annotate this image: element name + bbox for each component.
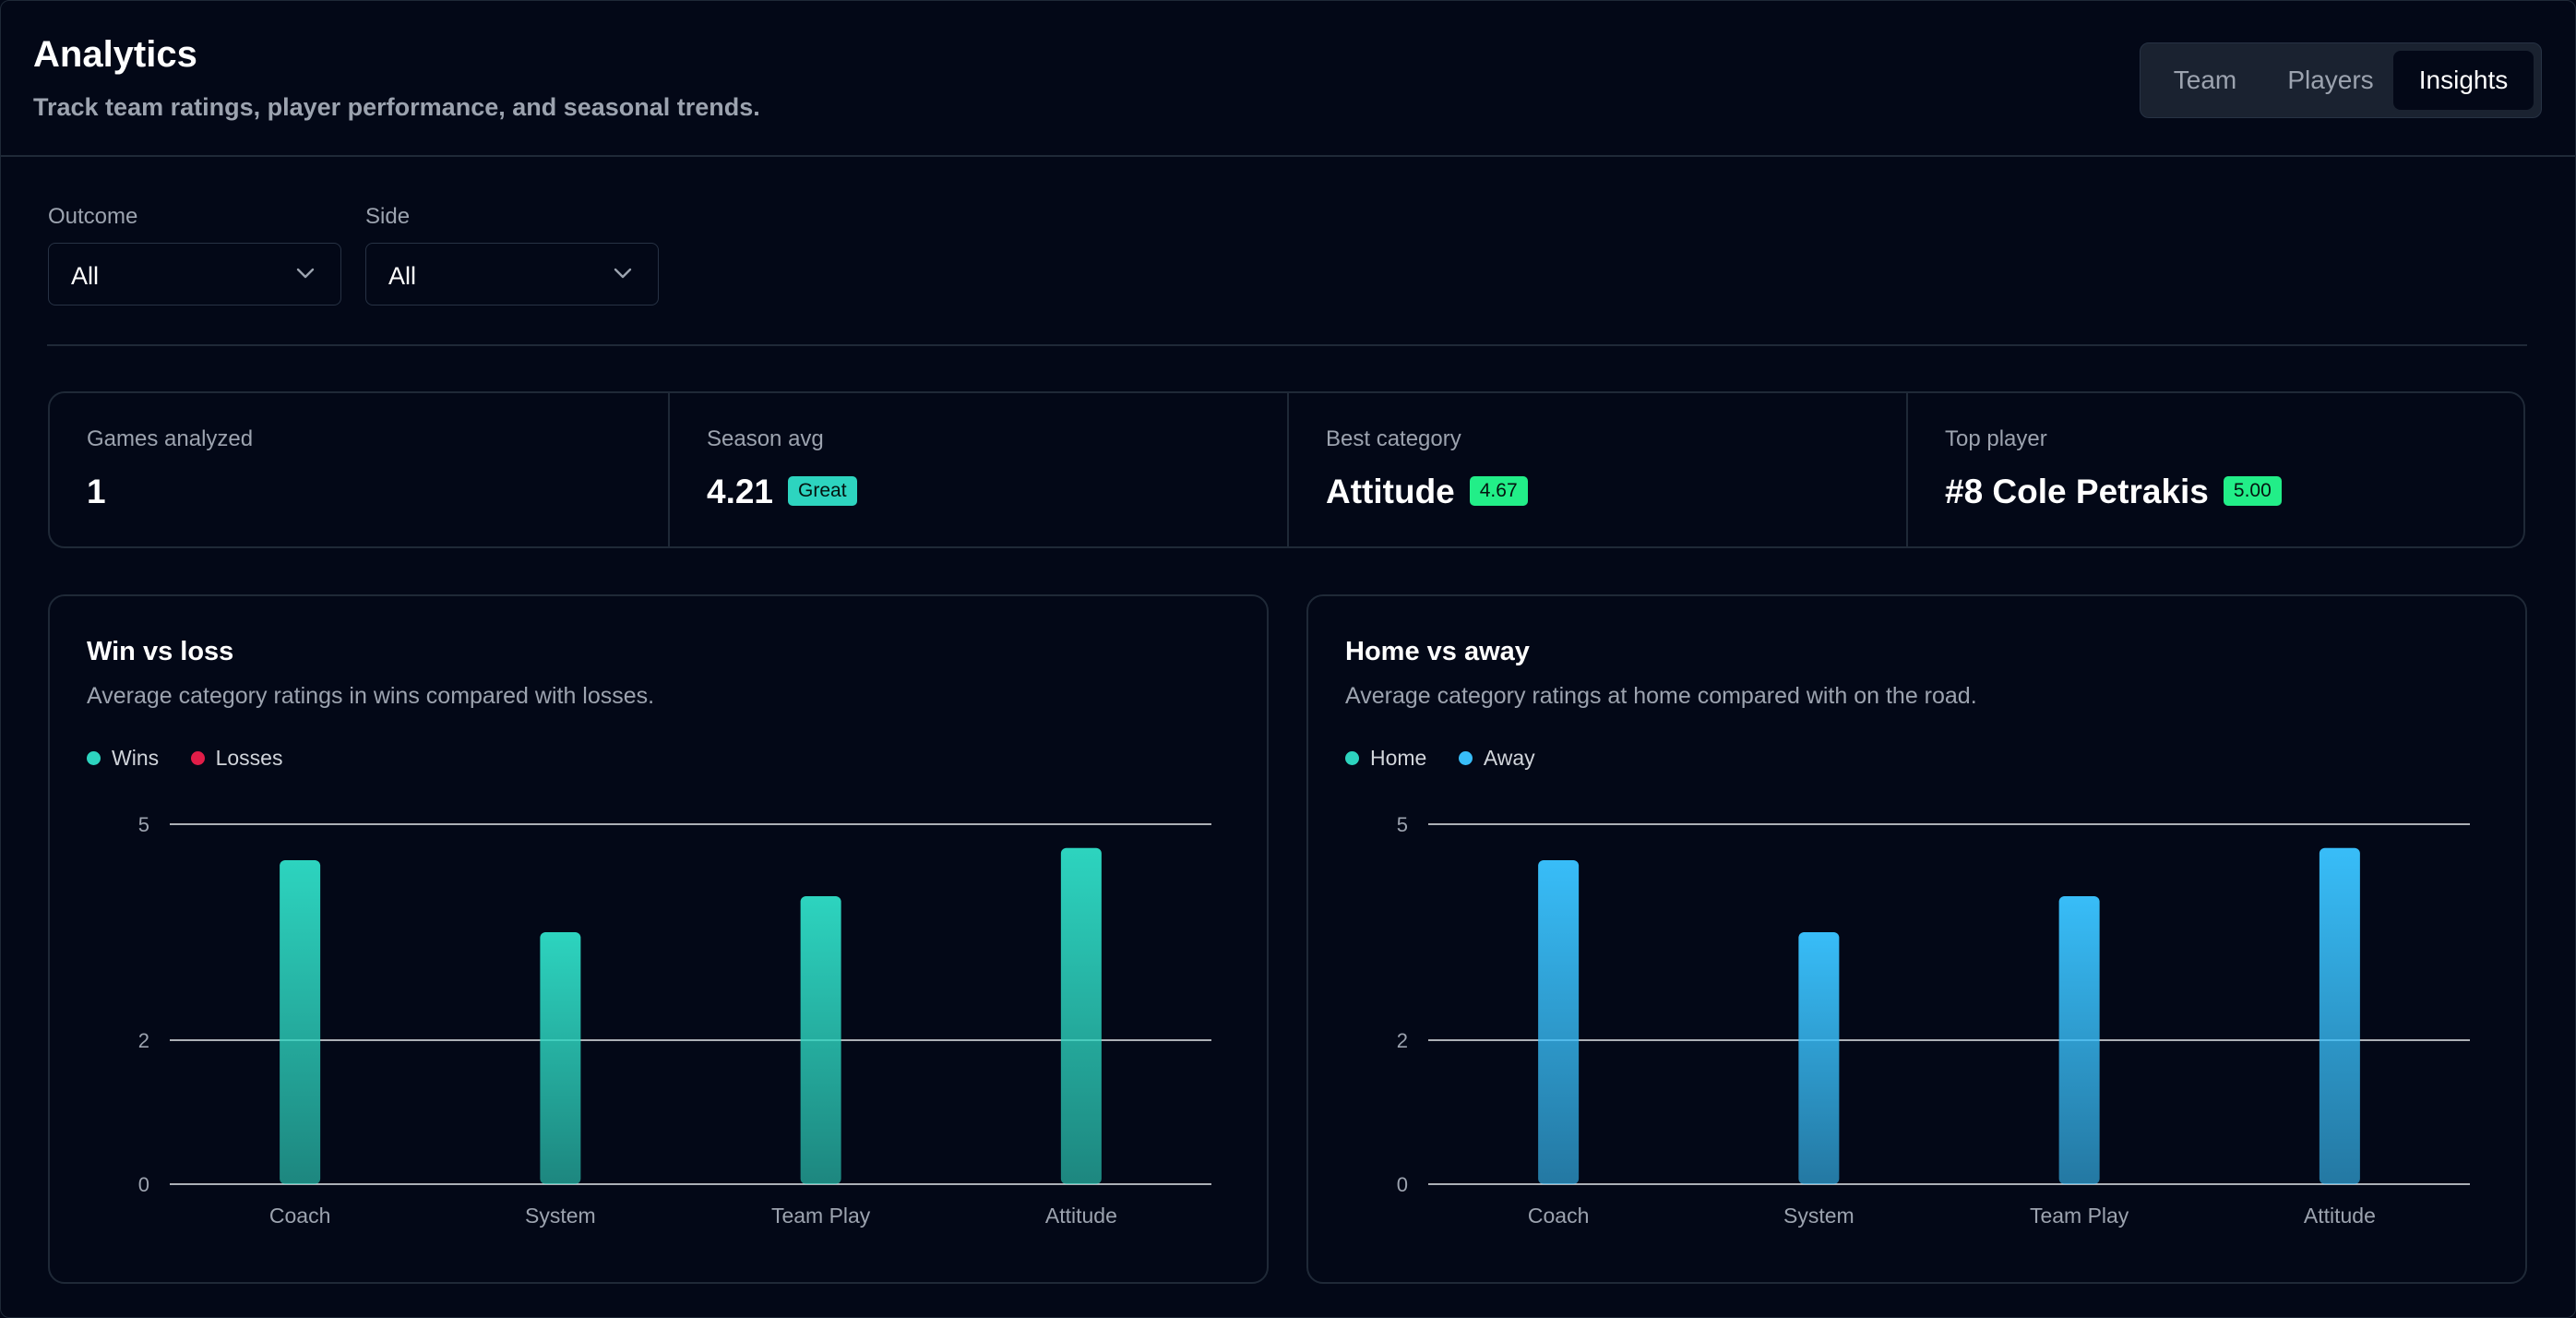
x-tick-label: Coach (269, 1204, 330, 1228)
outcome-filter-label: Outcome (48, 204, 138, 229)
legend-item-wins[interactable]: Wins (87, 746, 159, 771)
win-vs-loss-card: Win vs loss Average category ratings in … (48, 594, 1269, 1284)
legend-dot (1345, 750, 1359, 765)
legend-label: Away (1483, 746, 1535, 770)
x-tick-label: Coach (1528, 1204, 1589, 1228)
bar-away-team-play[interactable] (2058, 896, 2100, 1184)
x-tick-label: System (1783, 1204, 1854, 1228)
stat-value: 1 (87, 473, 106, 511)
stat-label: Games analyzed (87, 426, 254, 451)
page-subtitle: Track team ratings, player performance, … (33, 93, 760, 121)
stat-value: Attitude 4.67 (1326, 473, 1528, 511)
bar-away-attitude[interactable] (2319, 847, 2360, 1184)
season-avg-value: 4.21 (707, 473, 774, 510)
best-category-value: Attitude (1326, 473, 1455, 510)
side-select-value: All (388, 262, 417, 290)
chevron-down-icon (296, 268, 315, 279)
x-tick-label: Team Play (771, 1204, 871, 1228)
chart-legend: Home Away (1345, 746, 1563, 773)
home-vs-away-chart: 0 2 5 Coach System Team Play Attitude (1397, 813, 2470, 1228)
rating-badge: Great (788, 476, 857, 507)
legend-item-losses[interactable]: Losses (190, 746, 283, 771)
chart-subtitle: Average category ratings in wins compare… (87, 683, 655, 709)
chevron-down-icon (614, 268, 632, 279)
stat-divider (668, 393, 670, 546)
home-vs-away-card: Home vs away Average category ratings at… (1306, 594, 2527, 1284)
chart-title: Win vs loss (87, 637, 234, 666)
bar-away-coach[interactable] (1538, 860, 1580, 1184)
games-analyzed-value: 1 (87, 473, 106, 510)
y-tick-label: 0 (1397, 1173, 1408, 1196)
tab-players[interactable]: Players (2287, 66, 2374, 94)
page-title: Analytics (33, 34, 197, 75)
legend-dot (1458, 750, 1473, 765)
legend-dot (87, 750, 101, 765)
view-tabs: Team Players Insights (2140, 42, 2542, 118)
bar-away-system[interactable] (1798, 932, 1840, 1184)
chart-legend: Wins Losses (87, 746, 310, 773)
legend-item-away[interactable]: Away (1458, 746, 1535, 771)
stat-label: Season avg (707, 426, 824, 451)
bar-wins-coach[interactable] (280, 860, 321, 1184)
legend-dot (190, 750, 205, 765)
legend-label: Losses (215, 746, 283, 770)
stat-value: 4.21 Great (707, 473, 857, 511)
chart-title: Home vs away (1345, 637, 1530, 666)
bar-wins-attitude[interactable] (1060, 847, 1102, 1184)
y-tick-label: 2 (138, 1029, 149, 1052)
y-tick-label: 5 (138, 813, 149, 836)
top-player-value: #8 Cole Petrakis (1945, 473, 2209, 510)
stat-games-analyzed: Games analyzed 1 (50, 393, 668, 546)
tab-insights[interactable]: Insights (2393, 51, 2534, 110)
side-filter-label: Side (365, 204, 411, 229)
legend-item-home[interactable]: Home (1345, 746, 1426, 771)
y-tick-label: 2 (1397, 1029, 1408, 1052)
bar-wins-team-play[interactable] (800, 896, 841, 1184)
stat-best-category: Best category Attitude 4.67 (1289, 393, 1906, 546)
legend-label: Wins (112, 746, 160, 770)
x-tick-label: System (525, 1204, 596, 1228)
stat-label: Best category (1326, 426, 1461, 451)
summary-stats: Games analyzed 1 Season avg 4.21 Great Be… (48, 391, 2525, 548)
side-select[interactable]: All (365, 243, 659, 306)
y-tick-label: 0 (138, 1173, 149, 1196)
score-badge: 5.00 (2223, 476, 2282, 507)
stat-value: #8 Cole Petrakis 5.00 (1945, 473, 2282, 511)
x-tick-label: Attitude (2304, 1204, 2376, 1228)
x-tick-label: Team Play (2030, 1204, 2129, 1228)
tab-team[interactable]: Team (2173, 66, 2237, 94)
stat-season-avg: Season avg 4.21 Great (670, 393, 1287, 546)
outcome-select[interactable]: All (48, 243, 341, 306)
score-badge: 4.67 (1469, 476, 1528, 507)
x-tick-label: Attitude (1045, 1204, 1117, 1228)
stat-top-player: Top player #8 Cole Petrakis 5.00 (1908, 393, 2523, 546)
bar-wins-system[interactable] (540, 932, 581, 1184)
chart-subtitle: Average category ratings at home compare… (1345, 683, 1977, 709)
stat-divider (1906, 393, 1908, 546)
section-divider (47, 344, 2527, 346)
win-vs-loss-chart: 0 2 5 Coach System Team Play Attitude (138, 813, 1211, 1228)
outcome-select-value: All (71, 262, 100, 290)
stat-label: Top player (1945, 426, 2047, 451)
page-header: Analytics Track team ratings, player per… (1, 1, 2575, 157)
y-tick-label: 5 (1397, 813, 1408, 836)
stat-divider (1287, 393, 1289, 546)
legend-label: Home (1370, 746, 1427, 770)
